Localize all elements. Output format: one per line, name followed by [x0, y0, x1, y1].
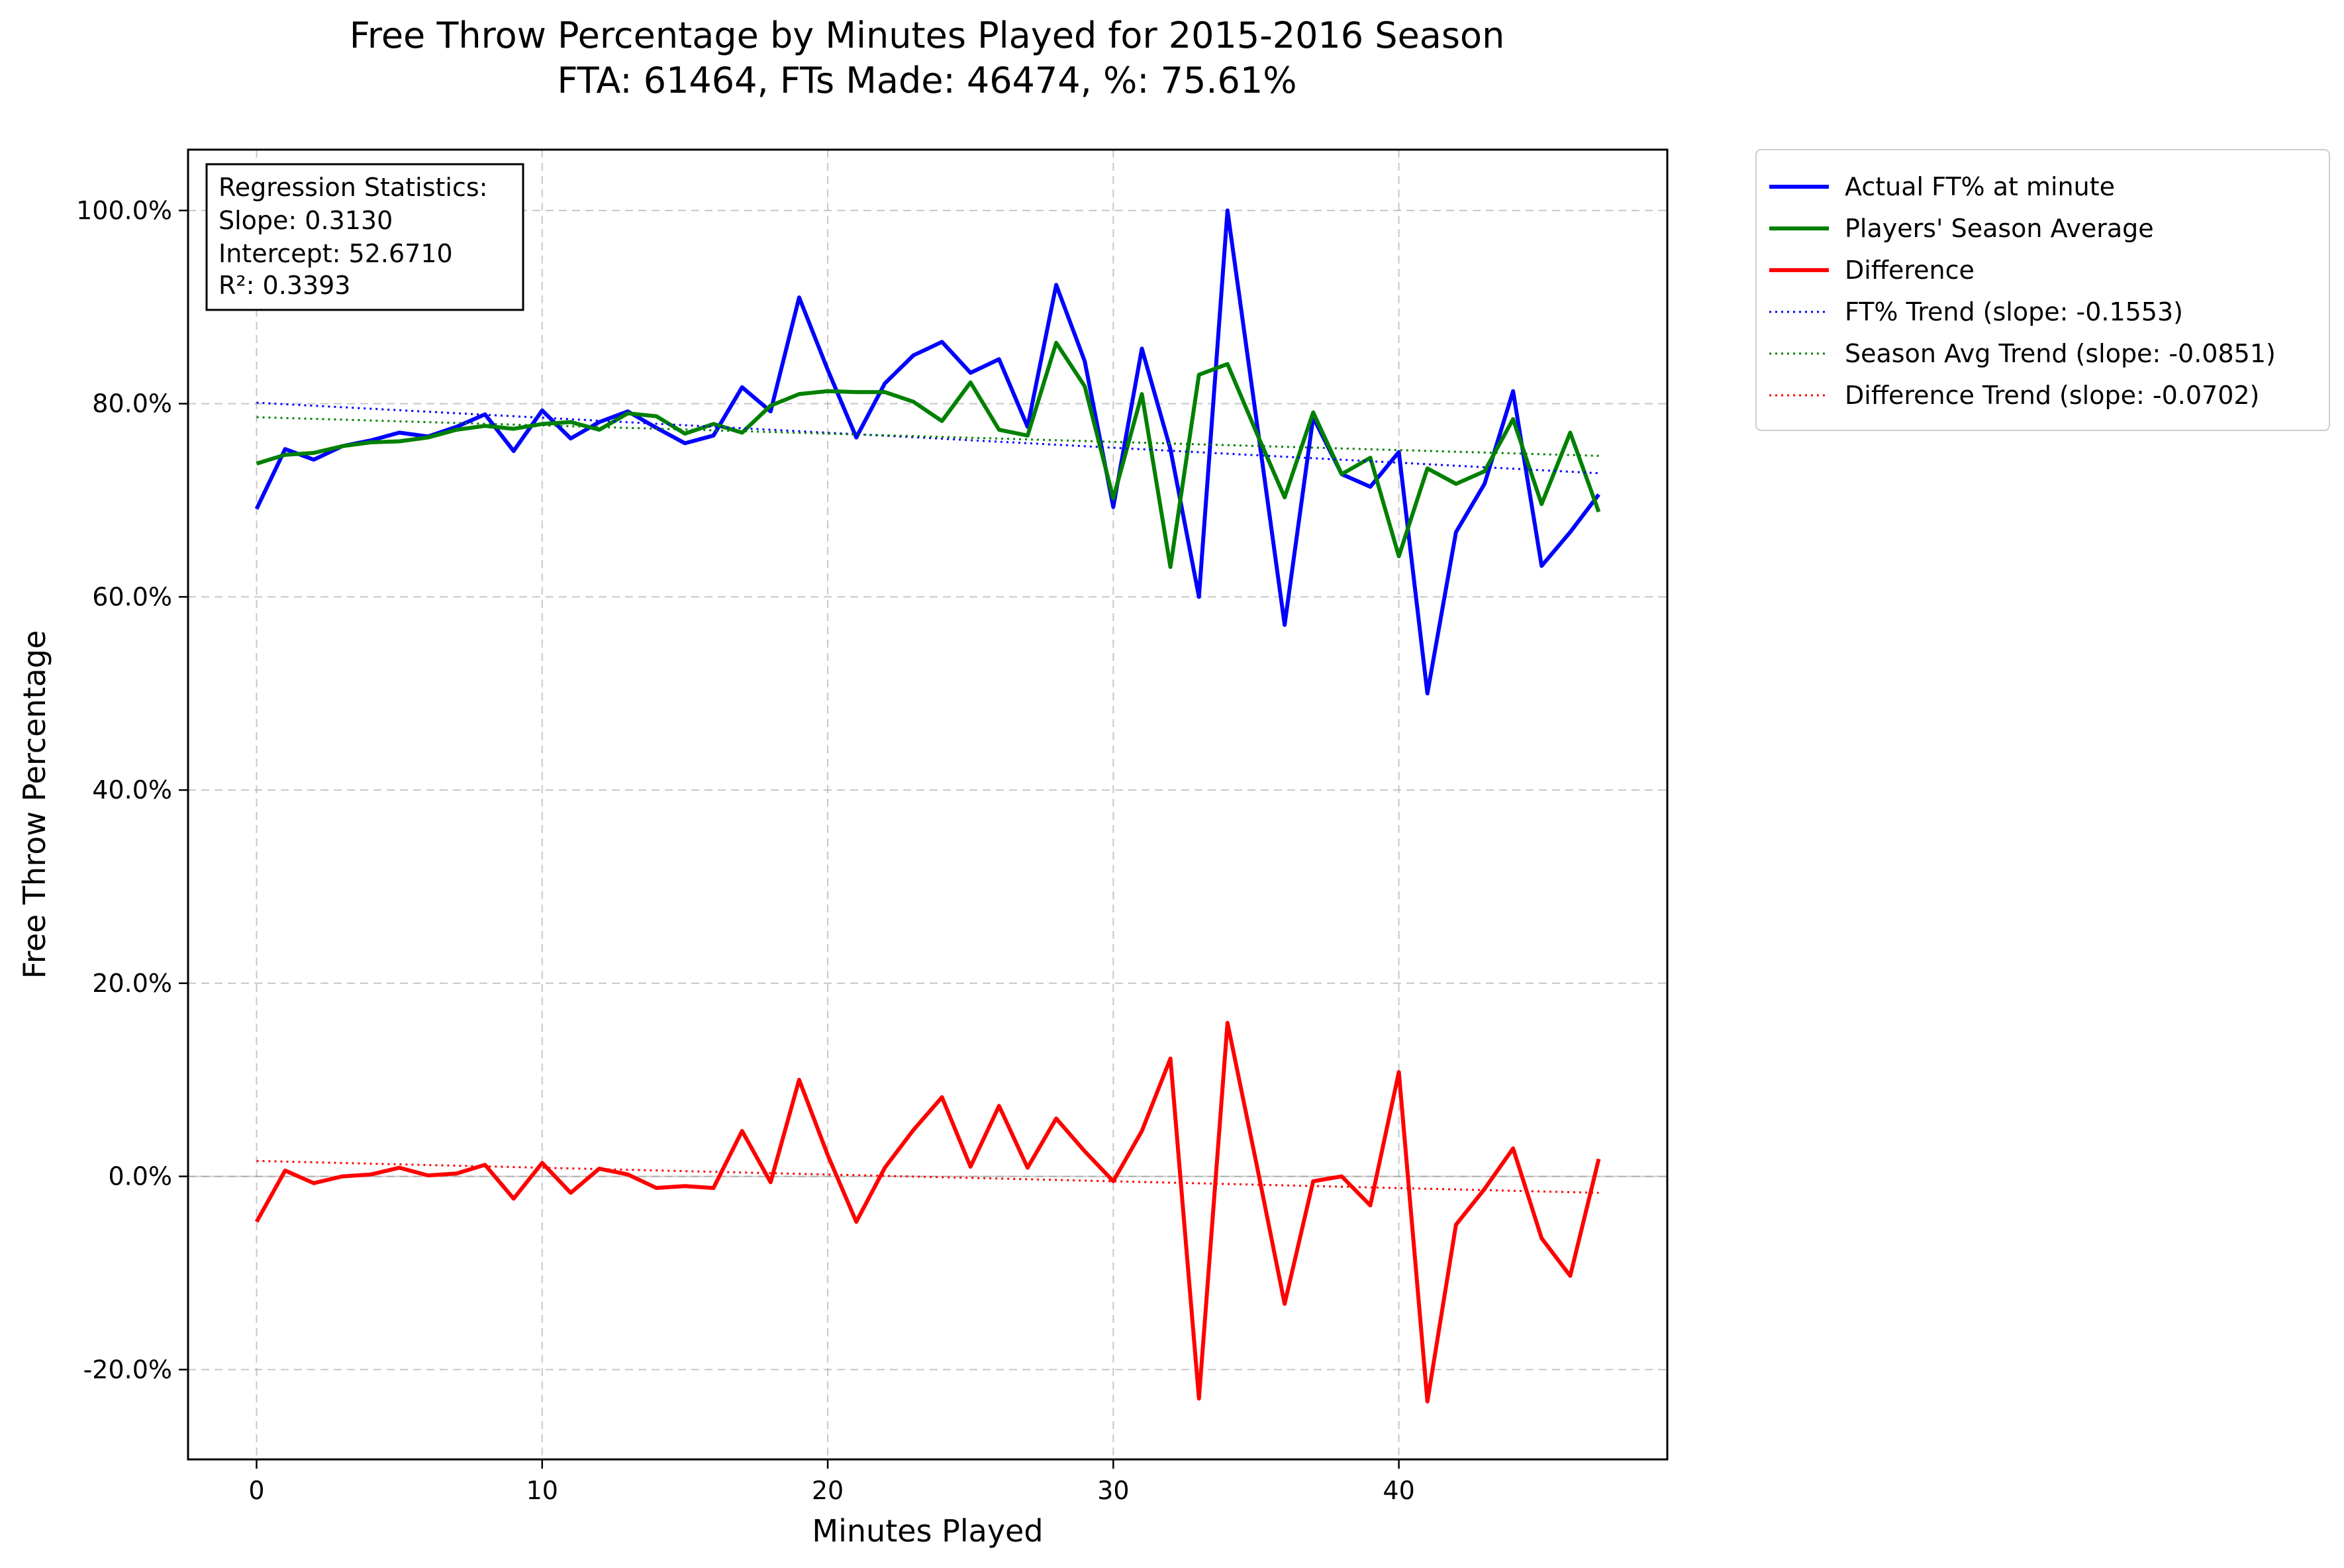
chart-title: Free Throw Percentage by Minutes Played … — [350, 15, 1505, 56]
y-tick-label: 0.0% — [108, 1162, 172, 1191]
series-line-1 — [256, 340, 1601, 569]
x-tick-label: 0 — [248, 1476, 264, 1505]
stats-line: Intercept: 52.6710 — [219, 239, 453, 268]
legend-label: Players' Season Average — [1845, 214, 2154, 243]
y-tick-label: 40.0% — [92, 775, 172, 805]
x-axis-label: Minutes Played — [812, 1513, 1043, 1549]
stats-line: R²: 0.3393 — [219, 271, 350, 300]
series-layer — [254, 208, 1601, 1404]
y-axis-label: Free Throw Percentage — [17, 630, 52, 979]
stats-line: Regression Statistics: — [219, 173, 487, 202]
chart-subtitle: FTA: 61464, FTs Made: 46474, %: 75.61% — [557, 60, 1296, 101]
y-tick-label: -20.0% — [83, 1355, 172, 1384]
legend-label: Season Avg Trend (slope: -0.0851) — [1845, 339, 2276, 368]
x-tick-label: 20 — [812, 1476, 844, 1505]
legend-label: Difference — [1845, 256, 1975, 285]
x-tick-label: 40 — [1383, 1476, 1414, 1505]
y-tick-label: 100.0% — [76, 196, 172, 225]
stats-line: Slope: 0.3130 — [219, 206, 393, 235]
y-tick-label: 60.0% — [92, 582, 172, 611]
legend-label: FT% Trend (slope: -0.1553) — [1845, 297, 2183, 326]
regression-stats-box: Regression Statistics: Slope: 0.3130 Int… — [205, 163, 524, 311]
legend-label: Actual FT% at minute — [1845, 172, 2115, 201]
series-line-2 — [254, 1020, 1601, 1404]
legend-items: Actual FT% at minute Players' Season Aver… — [1769, 172, 2276, 410]
x-tick-label: 10 — [526, 1476, 558, 1505]
y-tick-label: 20.0% — [92, 969, 172, 998]
y-tick-label: 80.0% — [92, 389, 172, 418]
legend: Actual FT% at minute Players' Season Aver… — [1755, 149, 2330, 431]
plot-frame — [187, 148, 1669, 1461]
legend-label: Difference Trend (slope: -0.0702) — [1845, 381, 2259, 410]
tick-layer: 0 10 20 30 40 -20.0% 0.0% 20.0% 40.0% 60.0% 80.0% 1… — [76, 196, 1415, 1505]
x-tick-label: 30 — [1097, 1476, 1129, 1505]
